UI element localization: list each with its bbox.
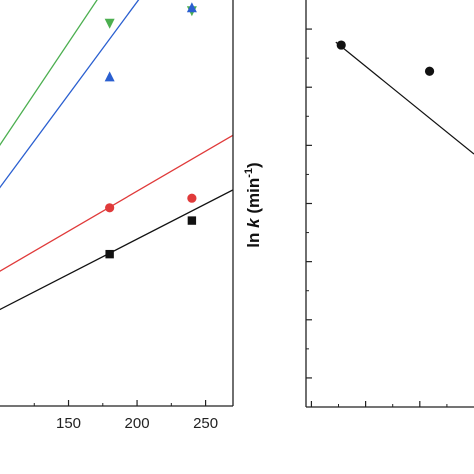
panel-b-point-0 <box>336 40 346 50</box>
series-0-point-0 <box>104 18 115 29</box>
panel-b-point-1 <box>424 66 435 76</box>
series-1-point-0 <box>104 71 115 82</box>
panel-b-fit-line <box>335 41 474 155</box>
y-title-main: ln <box>244 228 263 248</box>
y-title-k: k <box>244 217 263 228</box>
series-1-point-1 <box>186 2 197 13</box>
series-3-point-0 <box>105 249 114 259</box>
panel-b-y-axis-title: ln k (min-1) <box>243 162 263 247</box>
panel-a: 150 200 250 <box>0 0 234 432</box>
series-2-point-0 <box>105 203 115 213</box>
fit-line-0 <box>0 0 98 146</box>
y-title-unit-open: (min <box>244 178 263 219</box>
panel-a-fit-lines <box>0 0 233 311</box>
panel-a-x-tick-label-2: 250 <box>193 415 218 432</box>
y-title-sup: -1 <box>243 168 255 178</box>
y-title-unit-close: ) <box>244 162 263 168</box>
fit-line-2 <box>0 134 233 272</box>
panel-a-x-tick-label-1: 200 <box>125 415 150 432</box>
series-2-point-1 <box>187 193 197 203</box>
fit-line-1 <box>0 0 140 189</box>
fit-line-3 <box>0 189 233 311</box>
panel-b: ln k (min-1) <box>243 0 474 408</box>
series-3-point-1 <box>187 216 197 225</box>
panel-a-x-tick-label-0: 150 <box>56 415 81 432</box>
